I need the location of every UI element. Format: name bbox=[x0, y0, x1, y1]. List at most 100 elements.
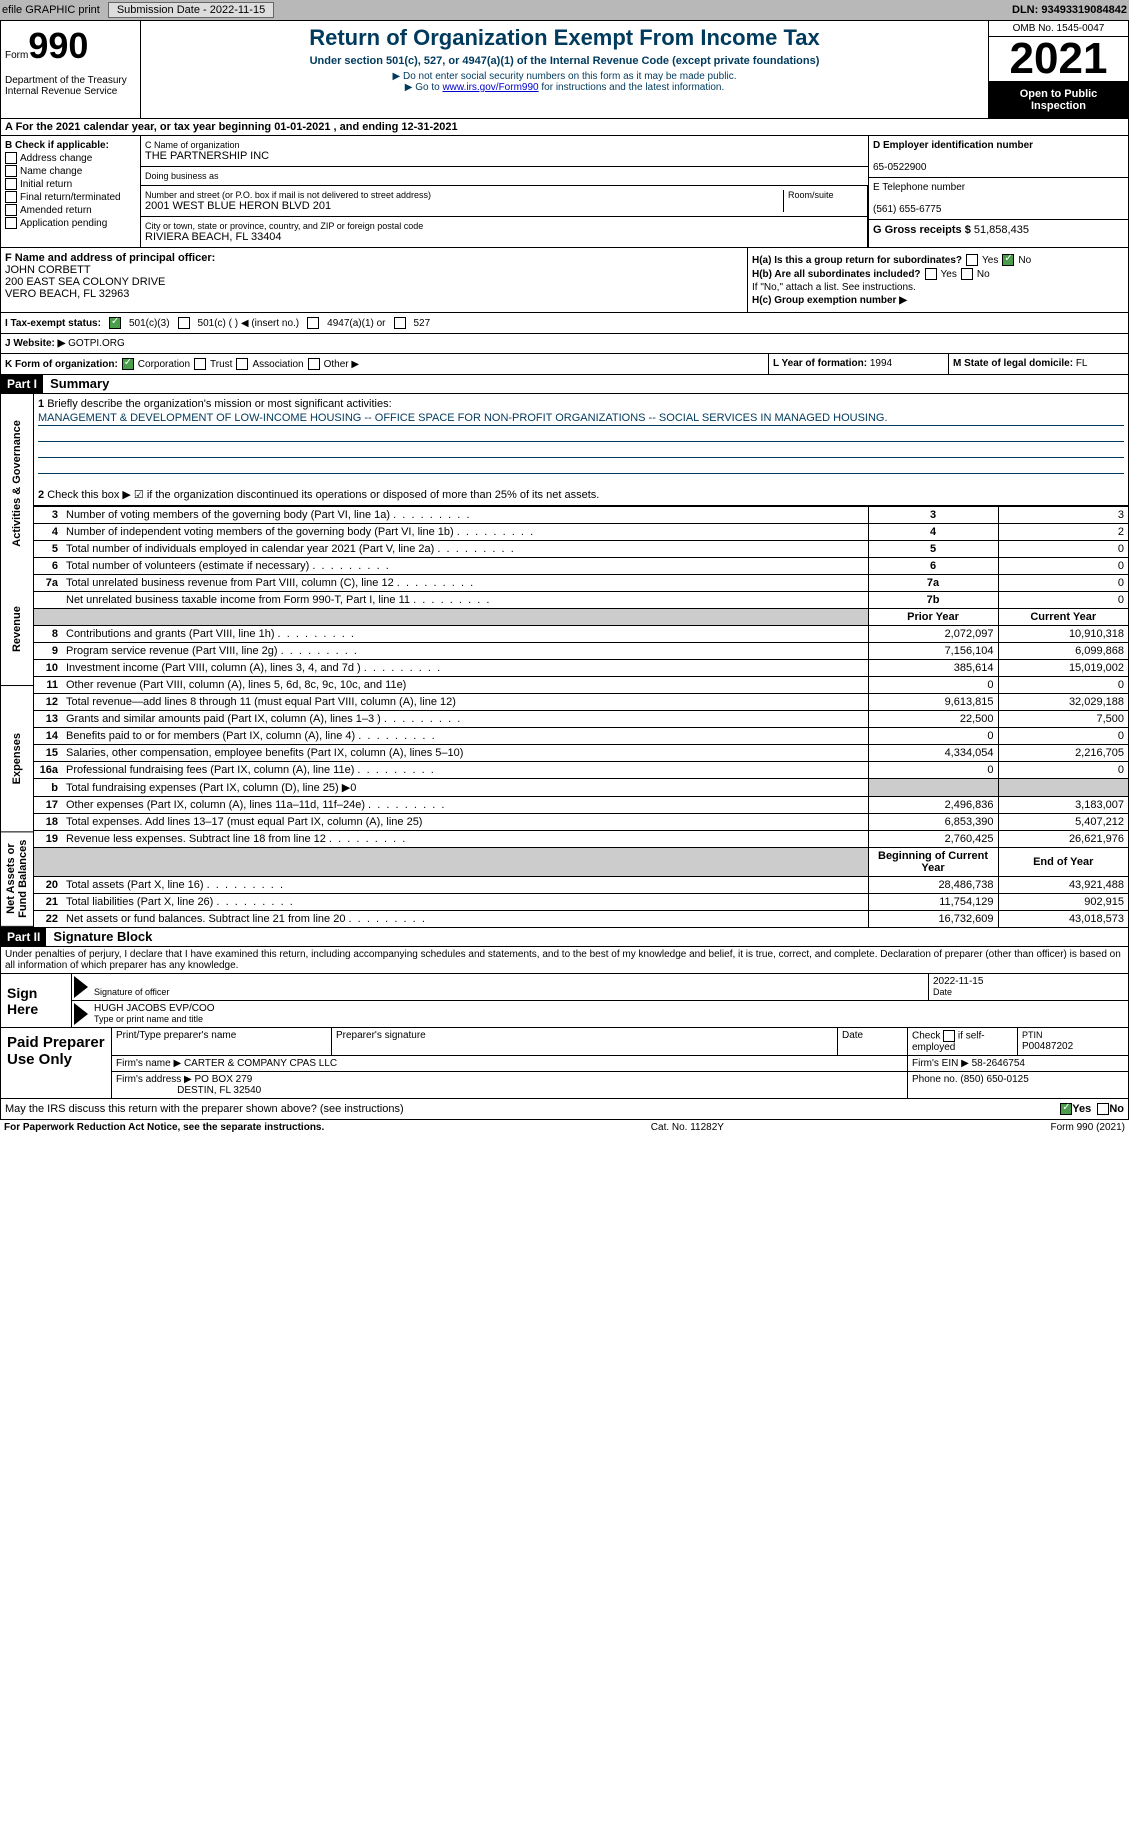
form-note2: ▶ Go to www.irs.gov/Form990 for instruct… bbox=[145, 82, 984, 93]
self-employed-checkbox[interactable] bbox=[943, 1030, 955, 1042]
hdr-beg: Beginning of Current Year bbox=[868, 848, 998, 877]
discuss-no-checkbox[interactable] bbox=[1097, 1103, 1109, 1115]
4947-checkbox[interactable] bbox=[307, 317, 319, 329]
line4-val: 2 bbox=[998, 524, 1128, 541]
part1-hdr: Part I bbox=[1, 375, 43, 393]
part1-bar: Part I Summary bbox=[0, 375, 1129, 394]
opt-trust: Trust bbox=[210, 359, 232, 370]
col-b: B Check if applicable: Address changeNam… bbox=[1, 136, 141, 247]
line12-prior: 9,613,815 bbox=[868, 694, 998, 711]
opt-501c: 501(c) ( ) ◀ (insert no.) bbox=[198, 318, 300, 329]
line16a-curr: 0 bbox=[998, 762, 1128, 779]
line6-val: 0 bbox=[998, 558, 1128, 575]
form-word: Form bbox=[5, 50, 28, 61]
assoc-checkbox[interactable] bbox=[236, 358, 248, 370]
tax-year: 2021 bbox=[989, 37, 1128, 82]
dln-label: DLN: 93493319084842 bbox=[1012, 4, 1127, 16]
vtab-activities: Activities & Governance bbox=[1, 394, 33, 574]
ein-value: 65-0522900 bbox=[873, 162, 926, 173]
header-bar: efile GRAPHIC print Submission Date - 20… bbox=[0, 0, 1129, 20]
b-checkbox[interactable] bbox=[5, 165, 17, 177]
hb-label: H(b) Are all subordinates included? bbox=[752, 269, 921, 280]
line9-text: Program service revenue (Part VIII, line… bbox=[62, 643, 868, 660]
b-item-label: Initial return bbox=[20, 179, 72, 190]
line5-box: 5 bbox=[868, 541, 998, 558]
527-checkbox[interactable] bbox=[394, 317, 406, 329]
trust-checkbox[interactable] bbox=[194, 358, 206, 370]
opt-assoc: Association bbox=[252, 359, 303, 370]
officer-row: F Name and address of principal officer:… bbox=[0, 248, 1129, 313]
line17-prior: 2,496,836 bbox=[868, 797, 998, 814]
print-name-label: Type or print name and title bbox=[94, 1014, 203, 1024]
firm-label: Firm's name ▶ bbox=[116, 1058, 181, 1069]
other-checkbox[interactable] bbox=[308, 358, 320, 370]
501c-checkbox[interactable] bbox=[178, 317, 190, 329]
firm-ein-label: Firm's EIN ▶ bbox=[912, 1058, 969, 1069]
vtab-netassets: Net Assets or Fund Balances bbox=[1, 832, 33, 927]
footer-right: Form 990 (2021) bbox=[1051, 1122, 1125, 1133]
line8-text: Contributions and grants (Part VIII, lin… bbox=[62, 626, 868, 643]
line21-text: Total liabilities (Part X, line 26) bbox=[62, 894, 868, 911]
line13-prior: 22,500 bbox=[868, 711, 998, 728]
b-checkbox[interactable] bbox=[5, 178, 17, 190]
line14-text: Benefits paid to or for members (Part IX… bbox=[62, 728, 868, 745]
form-note1: ▶ Do not enter social security numbers o… bbox=[145, 71, 984, 82]
phone-label: E Telephone number bbox=[873, 182, 965, 193]
city-label: City or town, state or province, country… bbox=[145, 221, 863, 231]
mission-blank3 bbox=[38, 460, 1124, 474]
b-checkbox[interactable] bbox=[5, 152, 17, 164]
officer-addr1: 200 EAST SEA COLONY DRIVE bbox=[5, 276, 165, 288]
date-label: Date bbox=[933, 987, 952, 997]
k-label: K Form of organization: bbox=[5, 359, 118, 370]
submission-button[interactable]: Submission Date - 2022-11-15 bbox=[108, 2, 274, 18]
q2-label: Check this box ▶ ☑ if the organization d… bbox=[47, 489, 599, 501]
hb-no-checkbox[interactable] bbox=[961, 268, 973, 280]
line18-prior: 6,853,390 bbox=[868, 814, 998, 831]
line14-curr: 0 bbox=[998, 728, 1128, 745]
b-checkbox[interactable] bbox=[5, 191, 17, 203]
line15-prior: 4,334,054 bbox=[868, 745, 998, 762]
hb-yes-checkbox[interactable] bbox=[925, 268, 937, 280]
form-mid: Return of Organization Exempt From Incom… bbox=[141, 21, 988, 118]
mission-text: MANAGEMENT & DEVELOPMENT OF LOW-INCOME H… bbox=[38, 412, 1124, 426]
gross-value: 51,858,435 bbox=[974, 224, 1029, 236]
line19-curr: 26,621,976 bbox=[998, 831, 1128, 848]
opt-527: 527 bbox=[414, 318, 431, 329]
arrow-icon2 bbox=[74, 1003, 88, 1025]
line4-text: Number of independent voting members of … bbox=[62, 524, 868, 541]
corp-checkbox[interactable] bbox=[122, 358, 134, 370]
part1-title: Summary bbox=[50, 376, 109, 391]
prep-sig-label: Preparer's signature bbox=[332, 1028, 838, 1055]
line16b-text: Total fundraising expenses (Part IX, col… bbox=[62, 779, 868, 797]
dept-label: Department of the Treasury Internal Reve… bbox=[5, 75, 136, 97]
discuss-yes: Yes bbox=[1072, 1103, 1091, 1115]
hb-note: If "No," attach a list. See instructions… bbox=[752, 282, 1124, 293]
vtab-expenses: Expenses bbox=[1, 686, 33, 832]
line12-curr: 32,029,188 bbox=[998, 694, 1128, 711]
ptin-value: P00487202 bbox=[1022, 1041, 1073, 1052]
b-checkbox[interactable] bbox=[5, 204, 17, 216]
hdr-prior: Prior Year bbox=[868, 609, 998, 626]
section-a: A For the 2021 calendar year, or tax yea… bbox=[0, 119, 1129, 136]
form990-link[interactable]: www.irs.gov/Form990 bbox=[442, 82, 538, 93]
501c3-checkbox[interactable] bbox=[109, 317, 121, 329]
b-checkbox[interactable] bbox=[5, 217, 17, 229]
officer-print-name: HUGH JACOBS EVP/COO bbox=[94, 1003, 215, 1014]
hc-label: H(c) Group exemption number ▶ bbox=[752, 295, 907, 306]
opt-other: Other ▶ bbox=[324, 359, 359, 370]
gross-label: G Gross receipts $ bbox=[873, 224, 971, 236]
line18-curr: 5,407,212 bbox=[998, 814, 1128, 831]
ha-no-checkbox[interactable] bbox=[1002, 254, 1014, 266]
ptin-label: PTIN bbox=[1022, 1030, 1043, 1040]
discuss-yes-checkbox[interactable] bbox=[1060, 1103, 1072, 1115]
no-label2: No bbox=[977, 269, 990, 280]
part2-title: Signature Block bbox=[53, 929, 152, 944]
part2-hdr: Part II bbox=[1, 928, 46, 946]
line13-text: Grants and similar amounts paid (Part IX… bbox=[62, 711, 868, 728]
sign-here-label: Sign Here bbox=[1, 974, 71, 1027]
signature-area: Under penalties of perjury, I declare th… bbox=[0, 947, 1129, 1099]
firm-name: CARTER & COMPANY CPAS LLC bbox=[184, 1058, 337, 1069]
line10-text: Investment income (Part VIII, column (A)… bbox=[62, 660, 868, 677]
ha-yes-checkbox[interactable] bbox=[966, 254, 978, 266]
vtab: Activities & Governance Revenue Expenses… bbox=[1, 394, 33, 927]
